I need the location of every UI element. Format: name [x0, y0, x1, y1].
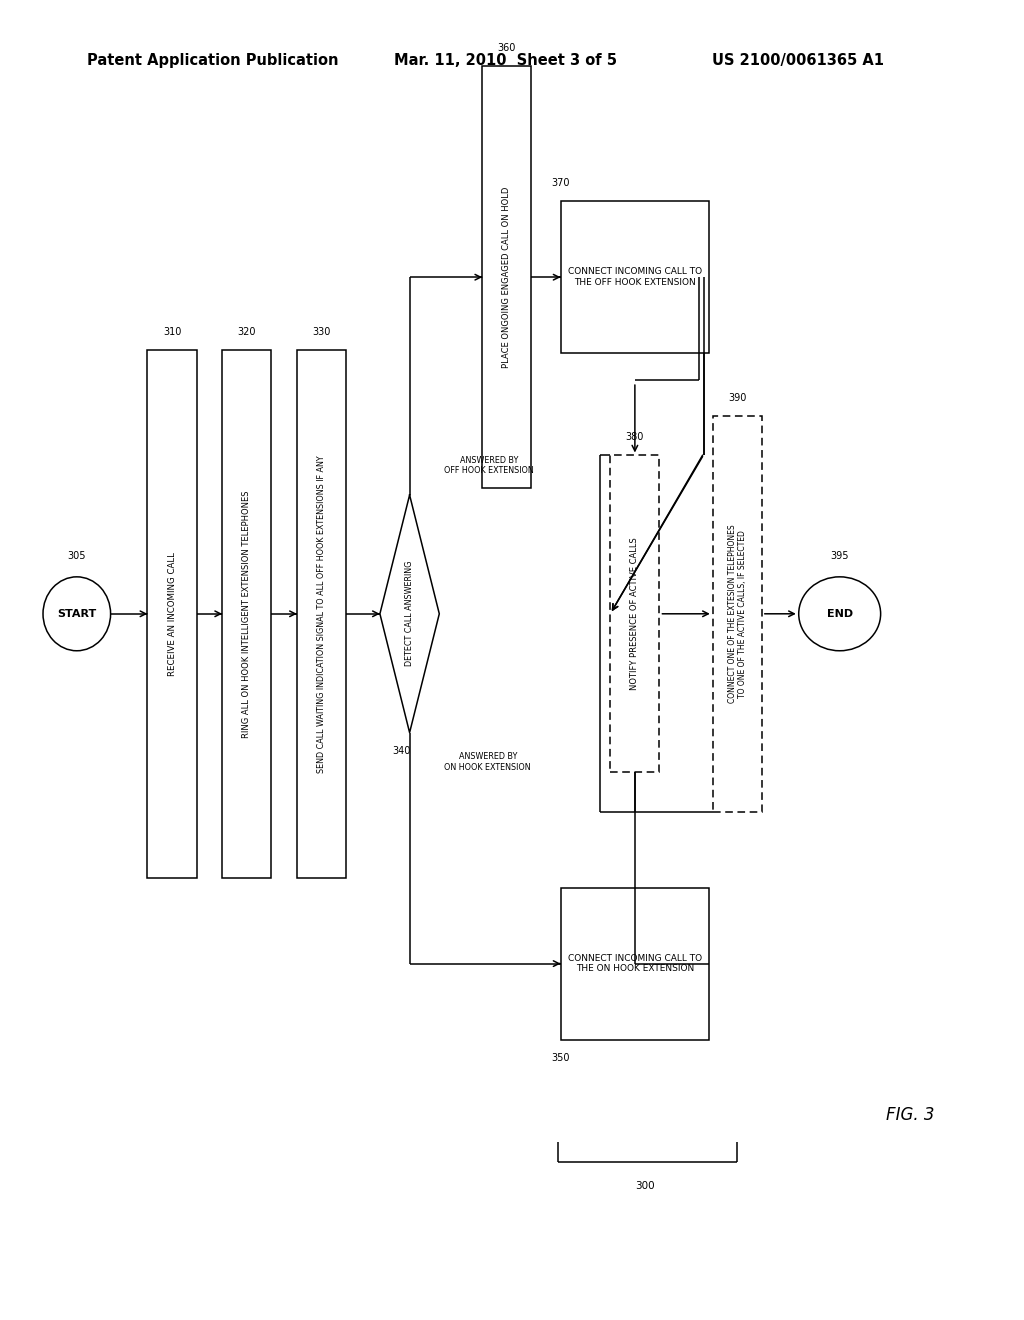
Bar: [561, 201, 709, 352]
Text: START: START: [57, 609, 96, 619]
Text: SEND CALL WAITING INDICATION SIGNAL TO ALL OFF HOOK EXTENSIONS IF ANY: SEND CALL WAITING INDICATION SIGNAL TO A…: [317, 455, 326, 772]
Text: 395: 395: [830, 550, 849, 561]
Text: Patent Application Publication: Patent Application Publication: [87, 53, 339, 67]
Text: ANSWERED BY
ON HOOK EXTENSION: ANSWERED BY ON HOOK EXTENSION: [444, 752, 531, 772]
Polygon shape: [380, 495, 439, 733]
Bar: [713, 416, 762, 812]
Text: 320: 320: [238, 326, 256, 337]
Text: US 2100/0061365 A1: US 2100/0061365 A1: [712, 53, 884, 67]
Text: 390: 390: [728, 392, 746, 403]
Bar: [610, 455, 659, 772]
Text: CONNECT ONE OF THE EXTESION TELEPHONES
TO ONE OF THE ACTIVE CALLS, IF SELECTED: CONNECT ONE OF THE EXTESION TELEPHONES T…: [728, 524, 746, 704]
Text: FIG. 3: FIG. 3: [886, 1106, 934, 1125]
Ellipse shape: [43, 577, 111, 651]
Text: DETECT CALL ANSWERING: DETECT CALL ANSWERING: [406, 561, 414, 667]
Bar: [297, 350, 346, 878]
Text: CONNECT INCOMING CALL TO
THE OFF HOOK EXTENSION: CONNECT INCOMING CALL TO THE OFF HOOK EX…: [568, 268, 701, 286]
Text: ANSWERED BY
OFF HOOK EXTENSION: ANSWERED BY OFF HOOK EXTENSION: [444, 455, 535, 475]
Bar: [147, 350, 197, 878]
Bar: [482, 66, 531, 488]
Text: CONNECT INCOMING CALL TO
THE ON HOOK EXTENSION: CONNECT INCOMING CALL TO THE ON HOOK EXT…: [568, 954, 701, 973]
Text: 305: 305: [68, 550, 86, 561]
Bar: [222, 350, 271, 878]
Text: 370: 370: [551, 178, 570, 187]
Text: 380: 380: [626, 432, 644, 442]
Text: END: END: [826, 609, 853, 619]
Text: 310: 310: [163, 326, 181, 337]
Text: 300: 300: [635, 1181, 655, 1192]
Text: NOTIFY PRESENCE OF ACTIVE CALLS: NOTIFY PRESENCE OF ACTIVE CALLS: [631, 537, 639, 690]
Text: 350: 350: [551, 1053, 570, 1063]
Text: RECEIVE AN INCOMING CALL: RECEIVE AN INCOMING CALL: [168, 552, 176, 676]
Ellipse shape: [799, 577, 881, 651]
Text: 360: 360: [498, 42, 516, 53]
Text: Mar. 11, 2010  Sheet 3 of 5: Mar. 11, 2010 Sheet 3 of 5: [394, 53, 617, 67]
Text: 340: 340: [392, 746, 411, 756]
Text: PLACE ONGOING ENGAGED CALL ON HOLD: PLACE ONGOING ENGAGED CALL ON HOLD: [503, 186, 511, 368]
Bar: [561, 887, 709, 1040]
Text: 330: 330: [312, 326, 331, 337]
Text: RING ALL ON HOOK INTELLIGENT EXTENSION TELEPHONES: RING ALL ON HOOK INTELLIGENT EXTENSION T…: [243, 490, 251, 738]
